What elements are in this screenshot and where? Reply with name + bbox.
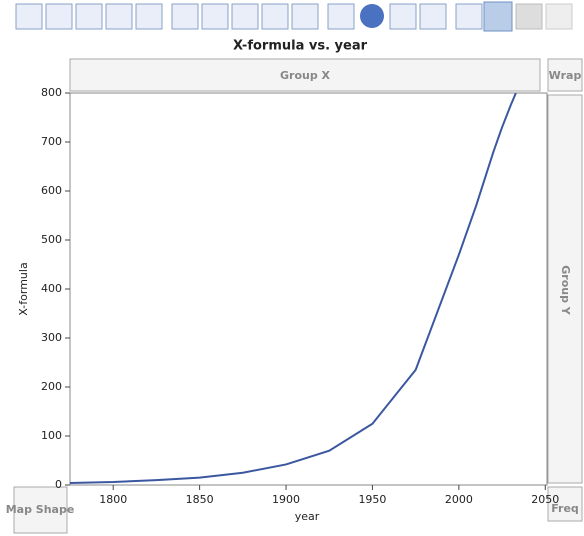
tool-points[interactable] xyxy=(15,3,43,30)
tool-formula[interactable] xyxy=(483,1,513,32)
map-shape-label: Map Shape xyxy=(6,503,75,516)
x-tick-label: 1850 xyxy=(186,493,214,506)
group-x-label: Group X xyxy=(280,69,331,82)
tool-ellipse[interactable] xyxy=(105,3,133,30)
y-tick-label: 100 xyxy=(41,429,62,442)
tool-line-fit[interactable] xyxy=(75,3,103,30)
y-tick-label: 800 xyxy=(41,86,62,99)
freq-zone[interactable] xyxy=(547,486,583,522)
x-tick-label: 1800 xyxy=(99,493,127,506)
tool-none[interactable] xyxy=(545,3,573,30)
y-tick-label: 400 xyxy=(41,282,62,295)
toolbar xyxy=(15,1,573,32)
plot-area xyxy=(69,92,548,486)
group-y-zone[interactable] xyxy=(547,94,583,484)
x-tick-label: 2050 xyxy=(531,493,559,506)
x-tick-label: 2000 xyxy=(445,493,473,506)
chart-title: X-formula vs. year xyxy=(233,39,368,54)
tool-area[interactable] xyxy=(231,3,259,30)
x-axis-label: year xyxy=(295,510,320,523)
tool-bar[interactable] xyxy=(201,3,229,30)
group-x-zone[interactable] xyxy=(69,58,541,92)
tool-caption[interactable] xyxy=(455,3,483,30)
freq-label: Freq xyxy=(551,502,579,515)
tool-pie[interactable] xyxy=(360,4,384,28)
tool-heatmap[interactable] xyxy=(327,3,355,30)
y-tick-label: 0 xyxy=(55,478,62,491)
tool-line[interactable] xyxy=(171,3,199,30)
tool-treemap[interactable] xyxy=(389,3,417,30)
y-tick-label: 500 xyxy=(41,233,62,246)
y-tick-label: 600 xyxy=(41,184,62,197)
x-tick-label: 1900 xyxy=(272,493,300,506)
wrap-zone[interactable] xyxy=(547,58,583,92)
map-shape-zone[interactable] xyxy=(13,486,68,534)
tool-histogram[interactable] xyxy=(291,3,319,30)
data-line xyxy=(70,93,517,485)
x-tick-label: 1950 xyxy=(358,493,386,506)
y-axis-label: X-formula xyxy=(17,262,30,315)
tool-contour[interactable] xyxy=(135,3,163,30)
wrap-label: Wrap xyxy=(549,69,582,82)
tool-box[interactable] xyxy=(261,3,289,30)
y-tick-label: 300 xyxy=(41,331,62,344)
tool-mosaic[interactable] xyxy=(419,3,447,30)
y-tick-label: 200 xyxy=(41,380,62,393)
tool-map[interactable] xyxy=(515,3,543,30)
group-y-label: Group Y xyxy=(559,265,572,316)
tool-smoother[interactable] xyxy=(45,3,73,30)
y-tick-label: 700 xyxy=(41,135,62,148)
